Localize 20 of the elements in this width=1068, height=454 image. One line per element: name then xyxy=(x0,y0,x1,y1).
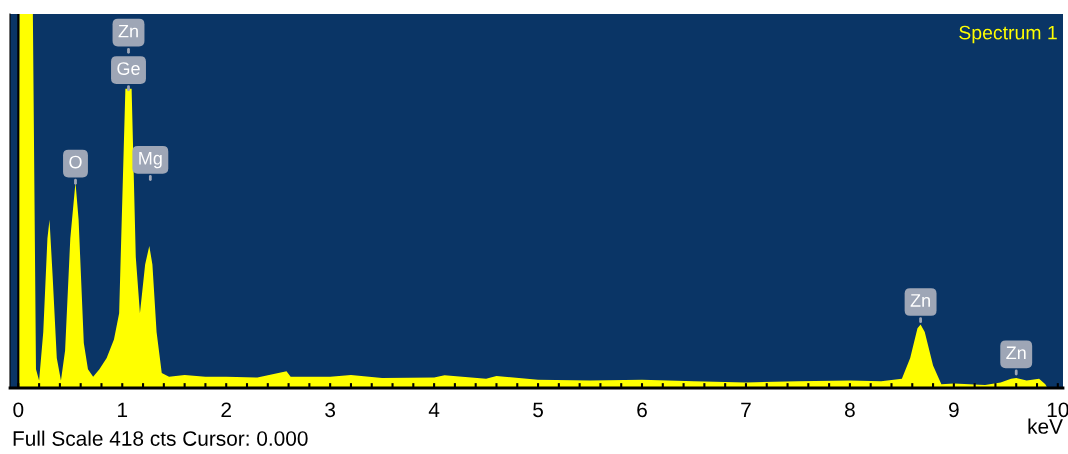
x-tick-label: 9 xyxy=(949,402,959,418)
x-tick-label: 7 xyxy=(741,402,751,417)
annotation: Ge xyxy=(117,62,140,75)
x-tick-label: 3 xyxy=(325,402,336,418)
annotation: Zn xyxy=(1006,346,1026,360)
x-tick-label: 1 xyxy=(118,402,128,417)
x-tick-label: 8 xyxy=(845,402,855,418)
x-tick-label: 0 xyxy=(13,402,24,418)
x-tick-label: 10 xyxy=(1047,402,1068,418)
x-tick-label: 2 xyxy=(221,402,231,417)
x-tick-label: 5 xyxy=(533,402,543,418)
annotation: Zn xyxy=(910,294,930,307)
annotation: Zn xyxy=(118,24,138,38)
x-tick-label: 6 xyxy=(637,402,647,418)
x-axis-title: keV xyxy=(1028,418,1063,434)
annotation: Spectrum 1 xyxy=(959,25,1057,44)
annotation: O xyxy=(69,155,82,169)
text: Full Scale 418 cts Cursor: 0.000 xyxy=(13,430,308,446)
x-tick-label: 4 xyxy=(428,402,440,417)
annotation: Mg xyxy=(139,152,162,169)
